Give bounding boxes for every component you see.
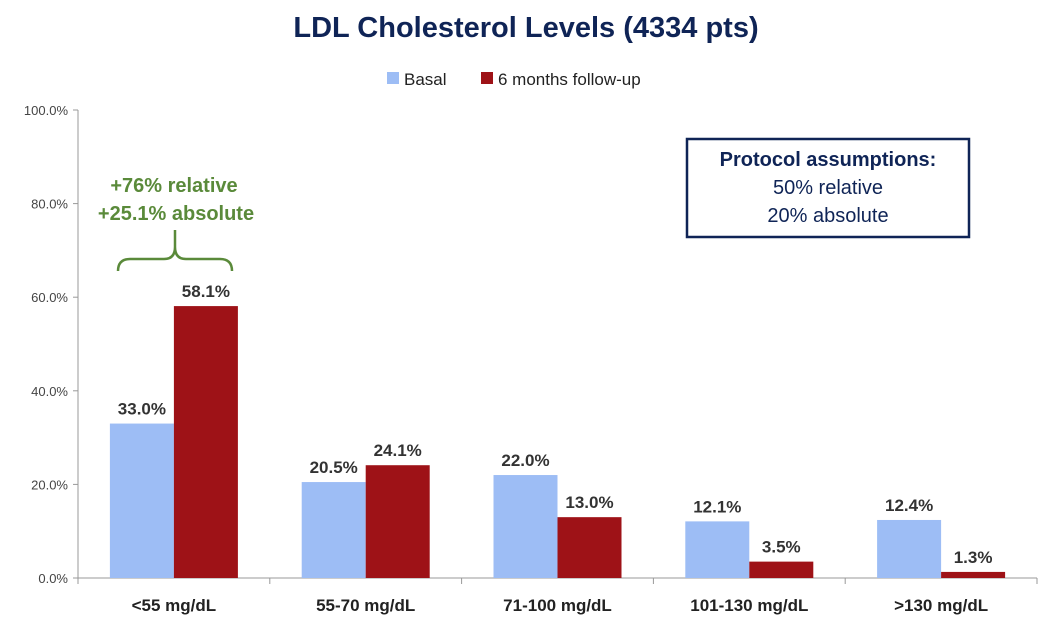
legend: Basal 6 months follow-up <box>387 70 641 89</box>
bar-basal <box>301 482 366 578</box>
y-tick-label: 40.0% <box>31 384 68 399</box>
bar-followup <box>749 561 814 578</box>
data-label-basal: 12.1% <box>693 497 741 516</box>
bar-basal <box>493 475 558 578</box>
protocol-box-line-relative: 50% relative <box>773 177 883 199</box>
x-axis: <55 mg/dL 55-70 mg/dL 71-100 mg/dL 101-130 … <box>77 577 1038 615</box>
chart-title: LDL Cholesterol Levels (4334 pts) <box>293 12 758 44</box>
protocol-assumptions-box: Protocol assumptions: 50% relative 20% a… <box>685 137 971 239</box>
bar-basal <box>109 423 174 578</box>
y-tick-label: 0.0% <box>38 571 68 586</box>
legend-label-basal: Basal <box>404 70 447 89</box>
bar-followup <box>173 306 238 578</box>
bar-basal <box>877 519 942 578</box>
data-label-followup: 3.5% <box>762 538 801 557</box>
annotation-absolute-text: +25.1% absolute <box>98 203 254 225</box>
protocol-box-border <box>685 137 971 239</box>
data-labels: 33.0% 20.5% 22.0% 12.1% 12.4% 58.1% 24.1% 13.0%… <box>118 282 993 567</box>
bar-followup <box>941 571 1006 578</box>
data-label-basal: 20.5% <box>310 458 358 477</box>
y-axis: 0.0% 20.0% 40.0% 60.0% 80.0% 100.0% <box>24 103 79 586</box>
x-category-label: 101-130 mg/dL <box>690 596 808 615</box>
bar-basal <box>685 521 750 578</box>
y-tick-label: 100.0% <box>24 103 69 118</box>
x-category-label: >130 mg/dL <box>894 596 988 615</box>
y-tick-label: 20.0% <box>31 477 68 492</box>
protocol-box-title: Protocol assumptions: <box>720 149 937 171</box>
annotation-relative-text: +76% relative <box>110 175 237 197</box>
bars <box>109 306 1006 578</box>
legend-swatch-followup <box>481 72 493 84</box>
data-label-followup: 58.1% <box>182 282 230 301</box>
data-label-followup: 24.1% <box>374 441 422 460</box>
protocol-box-line-absolute: 20% absolute <box>767 205 888 227</box>
y-tick-label: 60.0% <box>31 290 68 305</box>
x-category-label: 55-70 mg/dL <box>316 596 415 615</box>
y-tick-label: 80.0% <box>31 197 68 212</box>
bar-followup <box>365 465 430 578</box>
legend-swatch-basal <box>387 72 399 84</box>
data-label-basal: 33.0% <box>118 400 166 419</box>
x-category-label: <55 mg/dL <box>132 596 217 615</box>
data-label-followup: 1.3% <box>954 548 993 567</box>
annotation-bracket <box>116 230 234 272</box>
x-category-label: 71-100 mg/dL <box>503 596 612 615</box>
data-label-basal: 22.0% <box>501 451 549 470</box>
bar-followup <box>557 517 622 578</box>
data-label-basal: 12.4% <box>885 496 933 515</box>
legend-label-followup: 6 months follow-up <box>498 70 641 89</box>
relative-change-annotation: +76% relative +25.1% absolute <box>98 175 254 272</box>
data-label-followup: 13.0% <box>565 493 613 512</box>
